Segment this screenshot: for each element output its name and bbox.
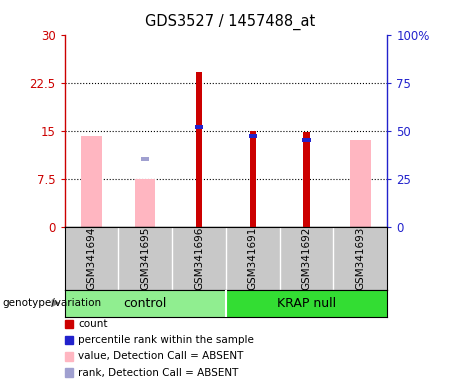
Text: GSM341691: GSM341691	[248, 227, 258, 290]
Text: control: control	[124, 297, 167, 310]
Bar	[141, 157, 149, 161]
Bar	[65, 290, 226, 317]
Bar	[81, 136, 101, 227]
Bar	[135, 179, 155, 227]
Text: GSM341694: GSM341694	[86, 227, 96, 290]
Bar	[195, 126, 203, 129]
Text: percentile rank within the sample: percentile rank within the sample	[78, 335, 254, 345]
Text: GSM341695: GSM341695	[140, 227, 150, 290]
Bar	[350, 140, 371, 227]
Text: value, Detection Call = ABSENT: value, Detection Call = ABSENT	[78, 351, 244, 361]
Bar	[248, 134, 257, 137]
Text: KRAP null: KRAP null	[277, 297, 336, 310]
Text: GDS3527 / 1457488_at: GDS3527 / 1457488_at	[145, 13, 316, 30]
Bar	[249, 131, 256, 227]
Text: GSM341696: GSM341696	[194, 227, 204, 290]
Text: GSM341692: GSM341692	[301, 227, 312, 290]
Bar	[303, 132, 310, 227]
Bar	[196, 72, 202, 227]
Text: count: count	[78, 319, 108, 329]
Text: GSM341693: GSM341693	[355, 227, 366, 290]
Bar	[302, 138, 311, 142]
Bar	[226, 290, 387, 317]
Text: rank, Detection Call = ABSENT: rank, Detection Call = ABSENT	[78, 367, 239, 377]
Text: genotype/variation: genotype/variation	[2, 298, 101, 308]
